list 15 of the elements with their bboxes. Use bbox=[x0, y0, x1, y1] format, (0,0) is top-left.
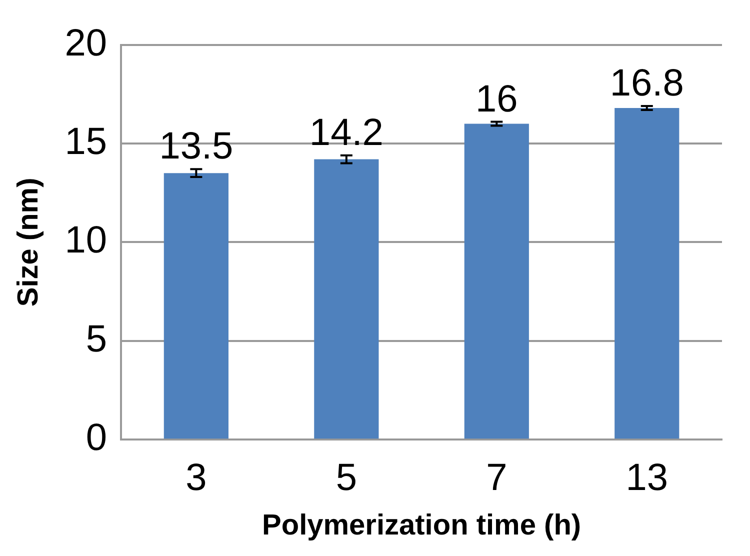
y-tick-label: 10 bbox=[64, 220, 108, 262]
y-tick-label: 5 bbox=[86, 318, 108, 360]
x-tick-label: 5 bbox=[336, 456, 357, 499]
data-label: 16 bbox=[476, 78, 518, 120]
data-label: 13.5 bbox=[159, 126, 234, 168]
x-tick-label: 13 bbox=[626, 456, 668, 499]
x-tick-label: 7 bbox=[486, 456, 508, 499]
data-label: 14.2 bbox=[309, 112, 384, 154]
y-tick-label: 0 bbox=[86, 417, 108, 460]
x-axis-title: Polymerization time (h) bbox=[262, 510, 582, 542]
data-label: 16.8 bbox=[610, 62, 684, 104]
x-tick-label: 3 bbox=[186, 456, 207, 499]
y-axis-title: Size (nm) bbox=[12, 178, 44, 307]
y-tick-label: 15 bbox=[64, 120, 108, 163]
y-tick-label: 20 bbox=[64, 22, 108, 64]
